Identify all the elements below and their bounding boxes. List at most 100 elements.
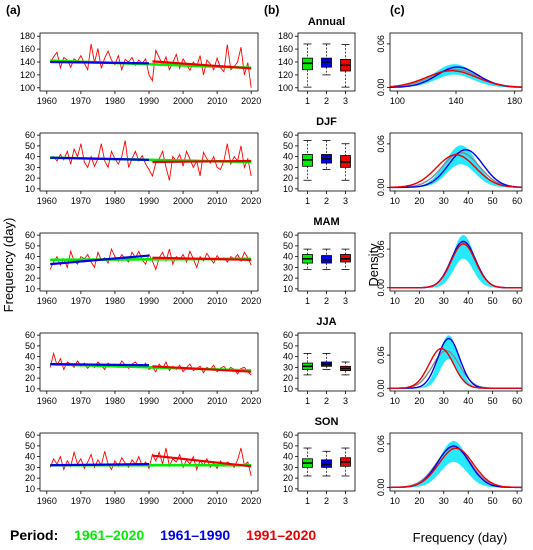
period-legend: Period: 1961–2020 1961–1990 1991–2020 — [10, 527, 328, 543]
x-tick-label: 2020 — [241, 196, 261, 206]
ylabel-right: Density — [366, 243, 381, 287]
density-band — [390, 441, 522, 488]
density-curve-late — [390, 243, 522, 289]
y-tick-label: 40 — [25, 352, 35, 362]
y-tick-label: 180 — [20, 31, 35, 41]
x-tick-label: 1970 — [71, 296, 91, 306]
x-tick-label: 50 — [488, 296, 498, 306]
x-tick-label: 30 — [439, 196, 449, 206]
ylabel-left: Frequency (day) — [1, 218, 16, 313]
y-tick-label: 100 — [278, 83, 293, 93]
x-tick-label: 10 — [390, 196, 400, 206]
x-tick-label: 40 — [463, 296, 473, 306]
density-band — [390, 235, 522, 288]
x-tick-label: 2 — [324, 96, 329, 106]
y-tick-label: 0.00 — [376, 379, 386, 397]
y-tick-label: 120 — [278, 70, 293, 80]
x-tick-label: 2020 — [241, 496, 261, 506]
y-tick-label: 60 — [25, 130, 35, 140]
y-tick-label: 20 — [25, 373, 35, 383]
x-tick-label: 1 — [305, 96, 310, 106]
x-tick-label: 1 — [305, 196, 310, 206]
y-tick-label: 20 — [283, 173, 293, 183]
x-tick-label: 20 — [414, 496, 424, 506]
density-curve-late — [390, 347, 522, 389]
x-tick-label: 1970 — [71, 496, 91, 506]
plot-frame — [389, 232, 523, 292]
y-tick-label: 30 — [283, 162, 293, 172]
x-tick-label: 1980 — [105, 296, 125, 306]
y-tick-label: 40 — [283, 152, 293, 162]
plot-frame — [39, 432, 259, 492]
season-title: Annual — [308, 16, 345, 28]
y-tick-label: 50 — [25, 241, 35, 251]
season-title: JJA — [316, 316, 336, 328]
x-tick-label: 1980 — [105, 496, 125, 506]
density-curve-late — [389, 154, 523, 188]
xlabel-right: Frequency (day) — [413, 530, 508, 545]
y-tick-label: 160 — [20, 44, 35, 54]
density-band — [390, 335, 522, 389]
x-tick-label: 1970 — [71, 196, 91, 206]
y-tick-label: 50 — [25, 141, 35, 151]
x-tick-label: 3 — [343, 196, 348, 206]
density-band — [390, 145, 522, 188]
y-tick-label: 50 — [283, 341, 293, 351]
x-tick-label: 2010 — [207, 396, 227, 406]
x-tick-label: 2 — [324, 396, 329, 406]
x-tick-label: 2010 — [207, 296, 227, 306]
x-tick-label: 1960 — [37, 296, 57, 306]
y-tick-label: 60 — [25, 330, 35, 340]
y-tick-label: 60 — [25, 430, 35, 440]
y-tick-label: 10 — [283, 184, 293, 194]
x-tick-label: 30 — [439, 296, 449, 306]
y-tick-label: 30 — [25, 462, 35, 472]
x-tick-label: 2 — [324, 496, 329, 506]
x-tick-label: 2020 — [241, 296, 261, 306]
legend-entry-1991-2020: 1991–2020 — [246, 527, 317, 543]
y-tick-label: 40 — [283, 452, 293, 462]
trend-line-early — [50, 254, 150, 266]
trend-line-late — [152, 365, 252, 373]
y-tick-label: 20 — [25, 473, 35, 483]
y-tick-label: 0.06 — [376, 135, 386, 153]
y-tick-label: 140 — [20, 57, 35, 67]
y-tick-label: 50 — [283, 241, 293, 251]
x-tick-label: 60 — [512, 196, 522, 206]
y-tick-label: 180 — [278, 31, 293, 41]
y-tick-label: 10 — [25, 384, 35, 394]
season-title: MAM — [313, 216, 339, 228]
y-tick-label: 30 — [283, 262, 293, 272]
plot-frame — [389, 432, 523, 492]
x-tick-label: 2 — [324, 296, 329, 306]
density-band — [390, 64, 522, 88]
trend-line-early — [50, 363, 150, 367]
y-tick-label: 40 — [25, 152, 35, 162]
x-tick-label: 1980 — [105, 196, 125, 206]
y-tick-label: 0.00 — [376, 279, 386, 297]
x-tick-label: 1960 — [37, 496, 57, 506]
x-tick-label: 3 — [343, 396, 348, 406]
x-tick-label: 180 — [507, 96, 522, 106]
x-tick-label: 1 — [305, 496, 310, 506]
x-tick-label: 2 — [324, 196, 329, 206]
y-tick-label: 0.00 — [376, 79, 386, 97]
x-tick-label: 1990 — [139, 296, 159, 306]
y-tick-label: 60 — [283, 130, 293, 140]
x-tick-label: 1 — [305, 296, 310, 306]
y-tick-label: 100 — [20, 83, 35, 93]
y-tick-label: 10 — [25, 484, 35, 494]
y-tick-label: 20 — [283, 473, 293, 483]
x-tick-label: 2020 — [241, 396, 261, 406]
x-tick-label: 2000 — [173, 196, 193, 206]
x-tick-label: 10 — [390, 496, 400, 506]
x-tick-label: 3 — [343, 496, 348, 506]
y-tick-label: 20 — [25, 173, 35, 183]
x-tick-label: 40 — [463, 496, 473, 506]
y-tick-label: 20 — [25, 273, 35, 283]
x-tick-label: 10 — [390, 396, 400, 406]
x-tick-label: 10 — [390, 296, 400, 306]
y-tick-label: 50 — [25, 341, 35, 351]
y-tick-label: 10 — [25, 284, 35, 294]
